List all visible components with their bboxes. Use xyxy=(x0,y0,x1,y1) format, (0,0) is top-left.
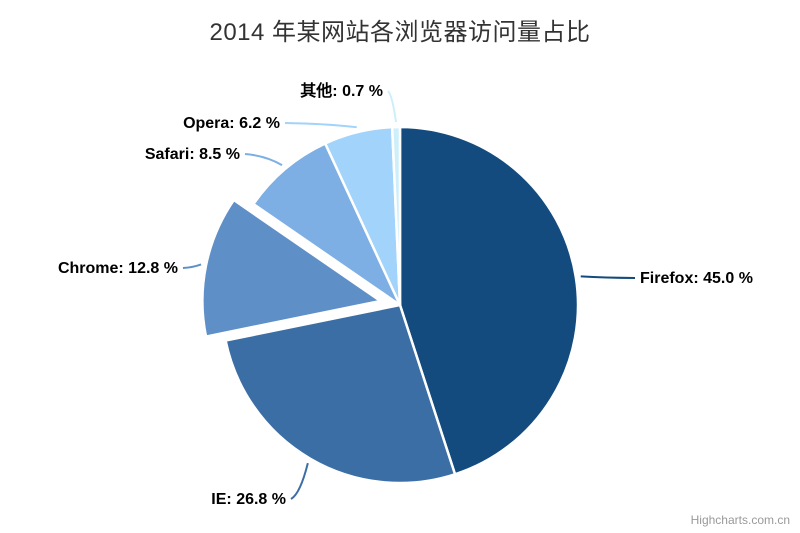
pie-slice-firefox[interactable] xyxy=(398,125,580,476)
highcharts-credits-link[interactable]: Highcharts.com.cn xyxy=(690,513,790,527)
data-label-chrome: Chrome: 12.8 % xyxy=(58,260,178,277)
data-label-ie: IE: 26.8 % xyxy=(211,491,286,508)
pie-slice-others[interactable] xyxy=(390,125,402,307)
pie-slice-chrome[interactable] xyxy=(201,198,382,338)
connector-line-safari xyxy=(244,153,283,166)
connector-line-others xyxy=(387,90,397,123)
connector-line-opera xyxy=(284,122,357,129)
connector-line-ie xyxy=(290,462,309,500)
data-label-safari: Safari: 8.5 % xyxy=(145,146,240,163)
connector-line-chrome xyxy=(182,263,202,269)
pie-slice-safari[interactable] xyxy=(252,142,402,307)
data-label-opera: Opera: 6.2 % xyxy=(183,115,280,132)
pie-slice-ie[interactable] xyxy=(224,303,457,485)
connector-line-firefox xyxy=(580,275,636,279)
data-label-others: 其他: 0.7 % xyxy=(300,81,383,100)
data-label-firefox: Firefox: 45.0 % xyxy=(640,270,753,287)
chart-title: 2014 年某网站各浏览器访问量占比 xyxy=(209,19,591,46)
